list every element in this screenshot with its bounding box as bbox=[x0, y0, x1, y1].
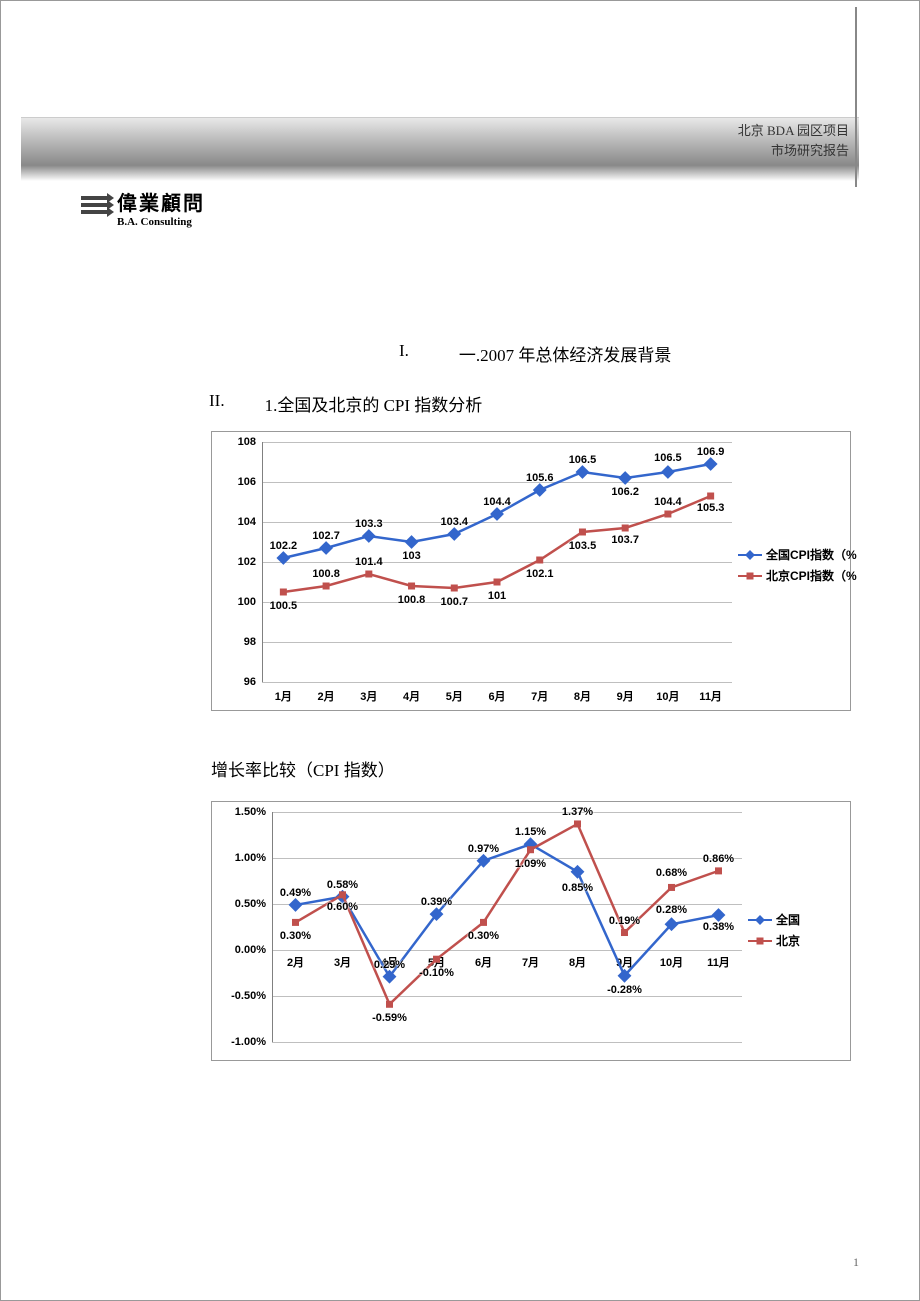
header-separator bbox=[855, 7, 857, 187]
section-i: I. 一.2007 年总体经济发展背景 bbox=[399, 341, 671, 366]
logo-cn: 偉業顧問 bbox=[117, 187, 205, 216]
arrows-icon bbox=[81, 193, 111, 223]
header-line2: 市场研究报告 bbox=[738, 141, 849, 161]
chart-cpi-index: 96981001021041061081月2月3月4月5月6月7月8月9月10月… bbox=[211, 431, 851, 711]
section-i-text: 一.2007 年总体经济发展背景 bbox=[459, 341, 672, 366]
header-band bbox=[21, 117, 859, 181]
chart-growth-rate: -1.00%-0.50%0.00%0.50%1.00%1.50%2月3月4月5月… bbox=[211, 801, 851, 1061]
header-right: 北京 BDA 园区项目 市场研究报告 bbox=[738, 121, 849, 160]
roman-ii: II. bbox=[209, 391, 225, 416]
header-line1: 北京 BDA 园区项目 bbox=[738, 121, 849, 141]
logo: 偉業顧問 B.A. Consulting bbox=[81, 187, 205, 228]
page-number: 1 bbox=[853, 1255, 859, 1270]
logo-en: B.A. Consulting bbox=[117, 216, 205, 228]
chart2-title: 增长率比较（CPI 指数） bbox=[211, 756, 395, 781]
section-ii: II. 1.全国及北京的 CPI 指数分析 bbox=[209, 391, 482, 416]
section-ii-text: 1.全国及北京的 CPI 指数分析 bbox=[265, 391, 483, 416]
roman-i: I. bbox=[399, 341, 409, 366]
